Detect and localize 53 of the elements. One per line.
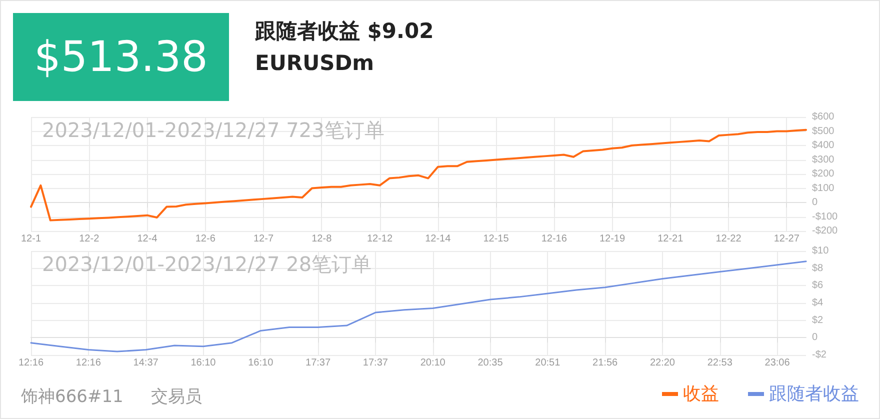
y-tick-label: $10	[812, 246, 830, 256]
y-tick-label: $6	[812, 280, 824, 292]
text: $513.38	[13, 13, 229, 101]
y-tick-label: $600	[812, 112, 835, 122]
x-tick-label: 20:51	[535, 358, 561, 368]
chart-title: 2023/12/01-2023/12/27 723笔订单	[42, 118, 384, 142]
x-tick-label: 12-2	[79, 234, 100, 244]
x-tick-label: 16:10	[248, 358, 274, 368]
x-tick-label: 17:37	[362, 358, 388, 368]
x-tick-label: 14:37	[133, 358, 159, 368]
y-tick-label: $400	[812, 140, 835, 151]
x-tick-label: 20:35	[478, 358, 504, 368]
x-tick-label: 12-6	[195, 234, 216, 244]
x-tick-label: 12:16	[18, 358, 44, 368]
y-tick-label: $200	[812, 168, 835, 180]
text: EURUSDm	[255, 51, 374, 75]
y-tick-label: $500	[812, 126, 835, 137]
y-tick-label: 0	[812, 197, 818, 208]
x-tick-label: 21:56	[592, 358, 618, 368]
y-tick-label: -$200	[812, 226, 838, 236]
x-tick-label: 12-12	[366, 234, 393, 244]
y-tick-label: 0	[812, 332, 818, 344]
y-tick-label: $300	[812, 154, 835, 166]
y-tick-label: $2	[812, 314, 824, 326]
x-tick-label: 12-4	[137, 234, 158, 244]
x-tick-label: 20:10	[420, 358, 446, 368]
x-tick-label: 12:16	[76, 358, 102, 368]
legend-label: 跟随者收益	[769, 384, 859, 404]
y-tick-label: -$100	[812, 211, 838, 222]
x-tick-label: 12-14	[425, 234, 452, 244]
x-tick-label: 17:37	[306, 358, 331, 368]
y-tick-label: -$2	[812, 350, 827, 360]
x-tick-label: 22:53	[707, 358, 733, 368]
text: 跟随者收益 $9.02	[255, 18, 434, 45]
x-tick-label: 22:20	[650, 358, 676, 368]
x-tick-label: 23:06	[764, 358, 790, 368]
x-tick-label: 12-22	[716, 234, 742, 244]
chart-title: 2023/12/01-2023/12/27 28笔订单	[42, 252, 372, 276]
y-tick-label: $100	[812, 182, 835, 194]
x-tick-label: 12-7	[253, 234, 274, 244]
text: 交易员	[151, 386, 202, 408]
x-tick-label: 12-19	[599, 234, 626, 244]
x-tick-label: 12-1	[20, 234, 42, 244]
x-tick-label: 12-16	[541, 234, 568, 244]
x-tick-label: 12-21	[658, 234, 684, 244]
legend-label: 收益	[683, 384, 719, 404]
text: 饰神666#11	[21, 386, 124, 408]
x-tick-label: 12-8	[312, 234, 332, 244]
x-tick-label: 12-15	[483, 234, 510, 244]
x-tick-label: 16:10	[190, 358, 216, 368]
x-tick-label: 12-27	[774, 234, 800, 244]
y-tick-label: $8	[812, 262, 824, 274]
y-tick-label: $4	[812, 298, 824, 308]
